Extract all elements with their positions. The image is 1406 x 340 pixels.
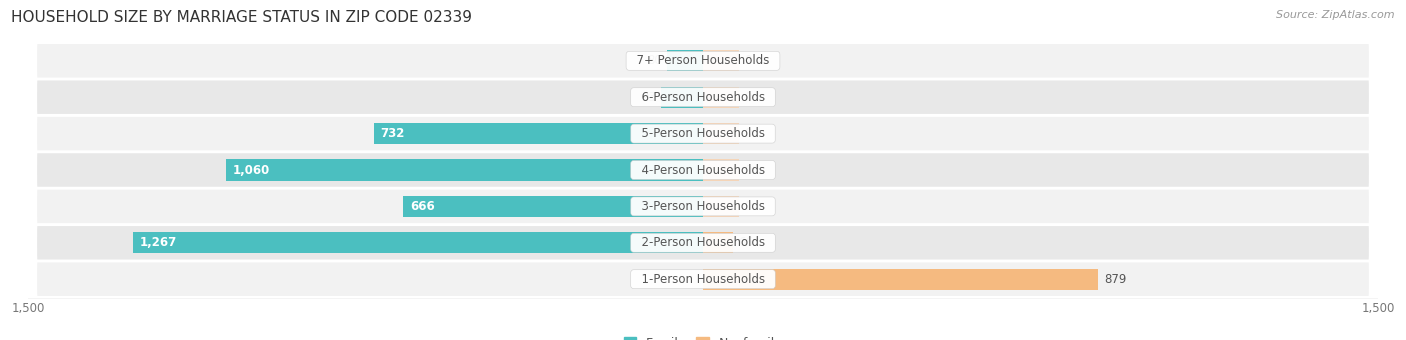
Bar <box>661 87 703 108</box>
Text: 80: 80 <box>647 54 662 67</box>
Text: 0: 0 <box>744 54 752 67</box>
Text: 0: 0 <box>744 91 752 104</box>
Text: 0: 0 <box>744 164 752 176</box>
Text: 4-Person Households: 4-Person Households <box>634 164 772 176</box>
Text: 666: 666 <box>411 200 434 213</box>
Text: 732: 732 <box>381 127 405 140</box>
Text: 7+ Person Households: 7+ Person Households <box>628 54 778 67</box>
Text: HOUSEHOLD SIZE BY MARRIAGE STATUS IN ZIP CODE 02339: HOUSEHOLD SIZE BY MARRIAGE STATUS IN ZIP… <box>11 10 472 25</box>
Bar <box>374 123 703 144</box>
Text: 0: 0 <box>744 127 752 140</box>
FancyBboxPatch shape <box>37 262 1369 296</box>
Bar <box>703 87 740 108</box>
FancyBboxPatch shape <box>37 153 1369 187</box>
Text: 0: 0 <box>744 200 752 213</box>
Bar <box>703 269 1098 290</box>
Text: 5-Person Households: 5-Person Households <box>634 127 772 140</box>
Text: 93: 93 <box>641 91 655 104</box>
Bar <box>703 196 740 217</box>
Bar <box>666 50 703 71</box>
Bar <box>404 196 703 217</box>
Text: 1,267: 1,267 <box>139 236 177 249</box>
Bar <box>703 232 733 253</box>
FancyBboxPatch shape <box>37 81 1369 114</box>
Text: 2-Person Households: 2-Person Households <box>634 236 772 249</box>
Bar <box>703 159 740 181</box>
Text: 879: 879 <box>1104 273 1126 286</box>
Text: 66: 66 <box>738 236 754 249</box>
Bar <box>134 232 703 253</box>
Text: 1-Person Households: 1-Person Households <box>634 273 772 286</box>
FancyBboxPatch shape <box>37 226 1369 259</box>
Bar <box>226 159 703 181</box>
FancyBboxPatch shape <box>37 117 1369 150</box>
Bar <box>703 50 740 71</box>
FancyBboxPatch shape <box>37 44 1369 78</box>
Text: 1,060: 1,060 <box>233 164 270 176</box>
Text: 6-Person Households: 6-Person Households <box>634 91 772 104</box>
Bar <box>703 123 740 144</box>
FancyBboxPatch shape <box>37 190 1369 223</box>
Text: Source: ZipAtlas.com: Source: ZipAtlas.com <box>1277 10 1395 20</box>
Legend: Family, Nonfamily: Family, Nonfamily <box>624 337 782 340</box>
Text: 3-Person Households: 3-Person Households <box>634 200 772 213</box>
